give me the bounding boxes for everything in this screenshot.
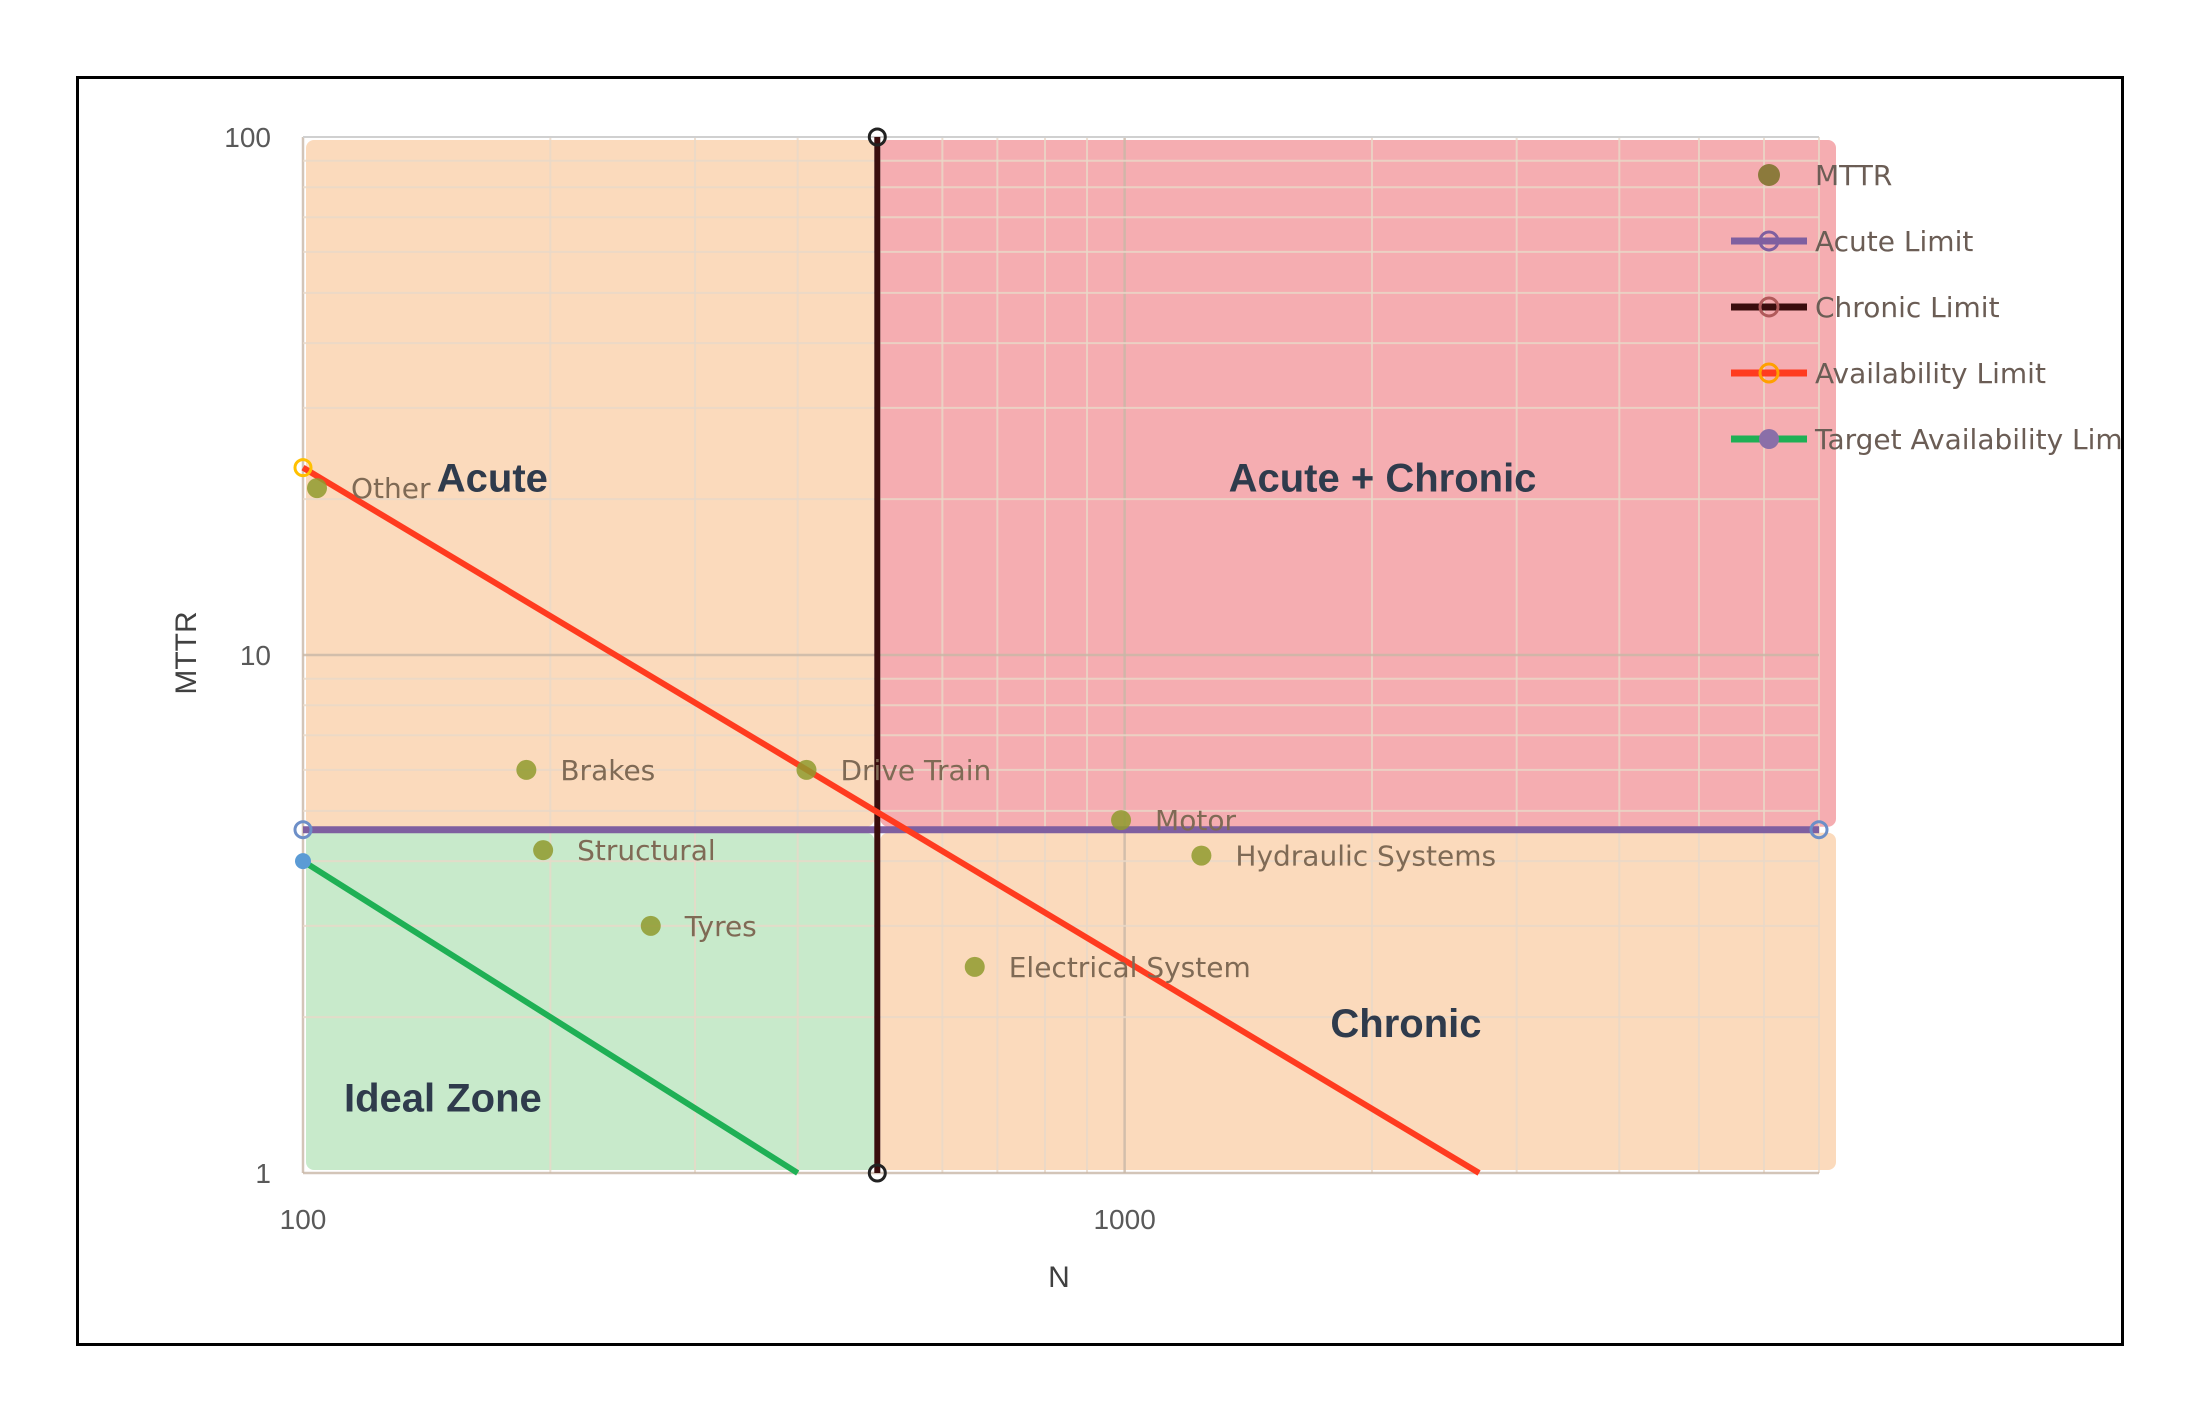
marker-availability-limit — [293, 458, 313, 478]
x-tick-label: 100 — [280, 1204, 327, 1235]
chart-svg: Other Brakes Structural Tyres Drive Train Mot… — [170, 122, 2121, 1294]
marker-acute-limit — [1809, 820, 1829, 840]
line-target-availability-limit — [301, 858, 800, 1176]
y-tick-label: 1 — [255, 1158, 271, 1189]
zone-label-ideal-zone: Ideal Zone — [344, 1076, 542, 1120]
point-label-structural: Structural — [577, 834, 716, 867]
legend-marker-target-availability-limit — [1759, 429, 1779, 449]
point-label-brakes: Brakes — [560, 754, 655, 787]
zone-label-acute-chronic: Acute + Chronic — [1229, 457, 1537, 501]
lines-layer — [293, 127, 1829, 1183]
y-tick-label: 10 — [240, 640, 271, 671]
legend-item-acute-limit: Acute Limit — [1731, 225, 1973, 258]
legend-swatch-mttr — [1758, 164, 1780, 186]
legend-marker-acute-limit — [1758, 230, 1780, 252]
point-drive-train — [796, 759, 817, 780]
point-label-electrical-system: Electrical System — [1009, 951, 1251, 984]
marker-acute-limit — [293, 820, 313, 840]
point-label-drive-train: Drive Train — [840, 754, 991, 787]
legend-item-target-availability-limit: Target Availability Limit — [1731, 423, 2121, 456]
legend-label-chronic-limit: Chronic Limit — [1815, 291, 2000, 324]
point-structural — [533, 840, 554, 861]
point-hydraulic-systems — [1191, 845, 1212, 866]
point-label-motor: Motor — [1155, 804, 1236, 837]
legend-label-availability-limit: Availability Limit — [1815, 357, 2046, 390]
point-electrical-system — [964, 956, 985, 977]
point-label-hydraulic-systems: Hydraulic Systems — [1235, 840, 1496, 873]
y-tick-label: 100 — [224, 122, 271, 153]
ticks-layer: 1 10 100 100 1000 — [224, 122, 1156, 1235]
legend-item-availability-limit: Availability Limit — [1731, 357, 2046, 390]
legend-item-mttr: MTTR — [1758, 159, 1892, 192]
legend-label-acute-limit: Acute Limit — [1815, 225, 1973, 258]
points-layer: Other Brakes Structural Tyres Drive Train Mot… — [306, 457, 1537, 1120]
x-axis-title: N — [1048, 1261, 1070, 1294]
point-tyres — [640, 915, 661, 936]
point-brakes — [516, 759, 537, 780]
marker-chronic-limit — [867, 1163, 887, 1183]
zone-chronic — [880, 832, 1836, 1170]
marker-chronic-limit — [867, 127, 887, 147]
line-availability-limit — [301, 465, 1481, 1176]
point-label-tyres: Tyres — [684, 910, 757, 943]
point-label-other: Other — [351, 472, 431, 505]
grid-layer — [301, 136, 1820, 1175]
y-axis-title: MTTR — [170, 611, 203, 694]
marker-target-availability-limit — [295, 853, 311, 870]
legend-label-target-availability-limit: Target Availability Limit — [1814, 423, 2121, 456]
legend: MTTR Acute Limit Chronic Limit Availability… — [1731, 159, 2121, 456]
legend-marker-chronic-limit — [1758, 296, 1780, 318]
legend-label-mttr: MTTR — [1815, 159, 1892, 192]
zone-ideal-zone — [306, 832, 875, 1170]
chart-frame: Other Brakes Structural Tyres Drive Train Mot… — [76, 76, 2124, 1346]
legend-marker-availability-limit — [1758, 362, 1780, 384]
zone-label-acute: Acute — [437, 457, 548, 501]
point-motor — [1111, 810, 1132, 831]
point-other — [306, 478, 327, 499]
zone-label-chronic: Chronic — [1330, 1002, 1481, 1046]
x-tick-label: 1000 — [1093, 1204, 1155, 1235]
legend-item-chronic-limit: Chronic Limit — [1731, 291, 2000, 324]
